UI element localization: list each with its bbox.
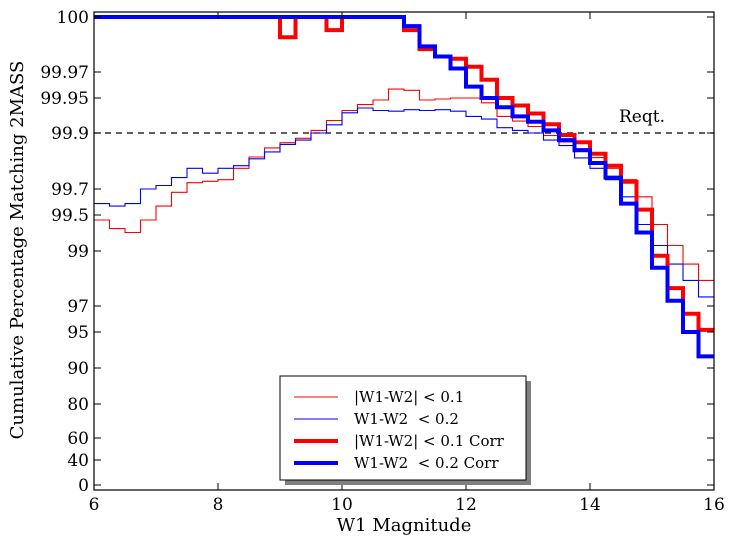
y-tick-label: 40 xyxy=(67,451,89,471)
y-axis-title-group: Cumulative Percentage Matching 2MASS xyxy=(7,61,28,440)
legend-label-4: W1-W2 < 0.2 Corr xyxy=(354,454,499,472)
x-tick-label: 6 xyxy=(89,495,100,515)
y-tick-label: 99.9 xyxy=(51,124,89,144)
ticks-layer: 6 8 10 12 14 16 100 99.97 99.95 99.9 99.7 99.5 99 97 9… xyxy=(40,8,724,515)
y-tick-label: 99.5 xyxy=(51,206,89,226)
x-tick-label: 16 xyxy=(703,495,725,515)
x-tick-label: 8 xyxy=(213,495,224,515)
y-tick-label: 99.97 xyxy=(40,63,89,83)
y-axis-title: Cumulative Percentage Matching 2MASS xyxy=(7,61,28,440)
y-tick-label: 0 xyxy=(78,476,89,496)
x-axis-title: W1 Magnitude xyxy=(337,515,472,536)
y-tick-label: 99 xyxy=(67,242,89,262)
y-tick-label: 100 xyxy=(57,8,89,28)
y-tick-label: 80 xyxy=(67,395,89,415)
reqt-annotation: Reqt. xyxy=(619,107,665,127)
y-tick-label: 99.95 xyxy=(40,89,89,109)
legend-label-1: |W1-W2| < 0.1 xyxy=(354,388,464,406)
x-tick-label: 10 xyxy=(331,495,353,515)
x-tick-label: 12 xyxy=(455,495,477,515)
legend-label-2: W1-W2 < 0.2 xyxy=(354,410,459,428)
legend-items: |W1-W2| < 0.1 W1-W2 < 0.2 |W1-W2| < 0.1 Co… xyxy=(294,388,505,472)
y-tick-label: 90 xyxy=(67,359,89,379)
y-tick-label: 99.7 xyxy=(51,180,89,200)
series-line-4 xyxy=(94,15,714,359)
y-tick-label: 60 xyxy=(67,429,89,449)
x-tick-label: 14 xyxy=(579,495,601,515)
y-tick-label: 97 xyxy=(67,297,89,317)
legend-label-3: |W1-W2| < 0.1 Corr xyxy=(354,432,505,450)
y-tick-label: 95 xyxy=(67,323,89,343)
legend: |W1-W2| < 0.1 W1-W2 < 0.2 |W1-W2| < 0.1 Co… xyxy=(279,375,531,485)
series-layer xyxy=(94,15,714,359)
